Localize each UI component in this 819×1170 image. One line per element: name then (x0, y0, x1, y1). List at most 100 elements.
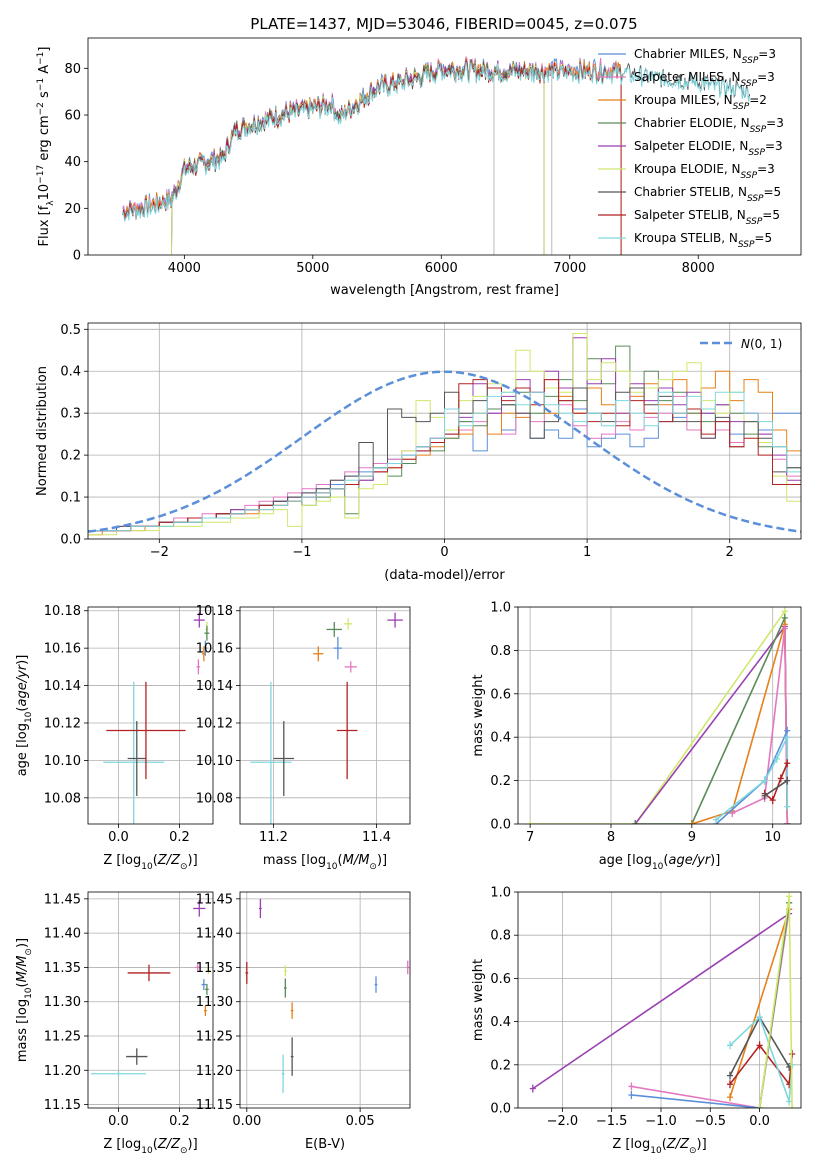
y-tick-label: 0.8 (490, 644, 511, 659)
legend-label: Salpeter ELODIE, NSSP=3 (634, 139, 783, 158)
y-tick-label: 0.2 (490, 774, 511, 789)
y-tick-label: 11.35 (196, 961, 233, 976)
axes-frame (87, 322, 802, 540)
y-tick-label: 10.12 (44, 716, 81, 731)
y-tick-label: 0.2 (490, 1058, 511, 1073)
x-axis-label: age [log10(age/yr)] (599, 853, 721, 872)
x-tick-label: 1 (583, 545, 591, 560)
y-tick-label: 10.12 (196, 716, 233, 731)
y-tick-label: 11.40 (44, 927, 81, 942)
y-tick-label: 11.45 (44, 892, 81, 907)
weight-line (729, 1015, 793, 1102)
y-tick-label: 1.0 (490, 601, 511, 616)
y-axis-label: mass weight (471, 959, 486, 1041)
y-tick-label: 11.25 (196, 1030, 233, 1045)
y-tick-label: 10.10 (196, 754, 233, 769)
x-tick-label: 0.2 (169, 1114, 190, 1129)
x-tick-label: 4000 (168, 261, 201, 276)
weight-line (729, 1044, 793, 1087)
x-tick-label: 8 (607, 830, 615, 845)
y-tick-label: 20 (64, 202, 81, 217)
y-tick-label: 80 (64, 62, 81, 77)
axes-frame (87, 606, 214, 825)
y-tick-label: 0.0 (60, 533, 81, 548)
legend-label: Chabrier STELIB, NSSP=5 (634, 185, 781, 204)
panel-mass-vs-EBV: 0.00 0.05 11.15 11.20 11.25 11.30 11.35 11.40 11… (196, 891, 411, 1152)
x-tick-label: 0 (440, 545, 448, 560)
panel-mass-weight-vs-age: 7 8 9 10 0.0 0.2 0.4 0.6 0.8 1.0 age [log10(age/yr… (471, 601, 802, 872)
x-tick-label: 0.2 (169, 830, 190, 845)
axes-frame (87, 891, 214, 1109)
plot-area-mass-vs-EBV (240, 892, 410, 1108)
y-tick-label: 0.6 (490, 972, 511, 987)
x-tick-label: 0.0 (108, 1114, 129, 1129)
axes-frame (239, 891, 411, 1109)
y-tick-label: 0.0 (490, 1102, 511, 1117)
legend-label: Chabrier MILES, NSSP=3 (634, 47, 776, 66)
y-tick-label: 11.30 (44, 995, 81, 1010)
x-tick-label: 0.00 (232, 1114, 261, 1129)
x-tick-label: 0.0 (749, 1114, 770, 1129)
y-tick-label: 0.2 (60, 449, 81, 464)
y-tick-label: 0.4 (490, 1015, 511, 1030)
x-tick-label: 10 (764, 830, 781, 845)
y-tick-label: 0 (73, 249, 81, 264)
legend-label: Kroupa ELODIE, NSSP=3 (634, 162, 775, 181)
y-tick-label: 11.40 (196, 927, 233, 942)
x-axis-label: Z [log10(Z/Z⊙)] (103, 1137, 197, 1156)
x-tick-label: 7 (526, 830, 534, 845)
panel-mass-vs-Z: 0.0 0.2 11.15 11.20 11.25 11.30 11.35 11.40 11.4… (15, 891, 214, 1156)
axes-frame (87, 37, 802, 256)
y-tick-label: 11.45 (196, 892, 233, 907)
plot-area-age-vs-mass (240, 607, 410, 824)
y-tick-label: 10.14 (44, 679, 81, 694)
x-tick-label: 11.2 (259, 830, 288, 845)
weight-line (764, 762, 789, 802)
x-axis-label: mass [log10(M/M⊙)] (263, 853, 387, 872)
y-tick-label: 10.14 (196, 679, 233, 694)
y-tick-label: 10.08 (196, 791, 233, 806)
plot-area-mass-vs-Z (88, 892, 213, 1108)
y-tick-label: 0.0 (490, 818, 511, 833)
y-tick-label: 11.35 (44, 961, 81, 976)
x-tick-label: −0.5 (694, 1114, 726, 1129)
legend-label: Kroupa MILES, NSSP=2 (634, 93, 767, 112)
x-axis-label: Z [log10(Z/Z⊙)] (612, 1137, 706, 1156)
x-tick-label: 7000 (553, 261, 586, 276)
x-tick-label: 2 (726, 545, 734, 560)
x-axis-label: Z [log10(Z/Z⊙)] (103, 853, 197, 872)
y-tick-label: 0.5 (60, 323, 81, 338)
weight-line (764, 779, 788, 797)
y-tick-label: 0.4 (490, 731, 511, 746)
weight-line (532, 912, 790, 1090)
axes-frame (239, 606, 411, 825)
x-axis-label: wavelength [Angstrom, rest frame] (330, 283, 559, 298)
x-tick-label: 0.0 (108, 830, 129, 845)
x-axis-label: (data-model)/error (384, 568, 505, 583)
axes-frame (517, 891, 802, 1109)
y-axis-label: Normed distribution (35, 366, 50, 496)
figure-title: PLATE=1437, MJD=53046, FIBERID=0045, z=0… (250, 15, 637, 33)
y-tick-label: 60 (64, 109, 81, 124)
weight-line (731, 628, 789, 824)
panel-age-vs-mass: 11.2 11.4 10.08 10.10 10.12 10.14 10.16 10.18 ma… (196, 604, 411, 872)
x-tick-label: 9 (688, 830, 696, 845)
y-tick-label: 10.18 (196, 604, 233, 619)
y-tick-label: 0.8 (490, 929, 511, 944)
x-tick-label: 8000 (682, 261, 715, 276)
plot-area-age-vs-Z (88, 607, 213, 824)
x-tick-label: −1.0 (645, 1114, 677, 1129)
weight-line (729, 909, 790, 1098)
histogram-series (88, 391, 801, 532)
y-tick-label: 11.30 (196, 995, 233, 1010)
y-tick-label: 11.15 (196, 1098, 233, 1113)
legend-label: N(0, 1) (741, 337, 782, 351)
y-tick-label: 0.3 (60, 407, 81, 422)
y-tick-label: 0.4 (60, 365, 81, 380)
x-tick-label: −2 (150, 545, 169, 560)
x-tick-label: 11.4 (362, 830, 391, 845)
y-tick-label: 0.6 (490, 687, 511, 702)
legend-label: Salpeter MILES, NSSP=3 (634, 70, 775, 89)
y-tick-label: 11.15 (44, 1098, 81, 1113)
